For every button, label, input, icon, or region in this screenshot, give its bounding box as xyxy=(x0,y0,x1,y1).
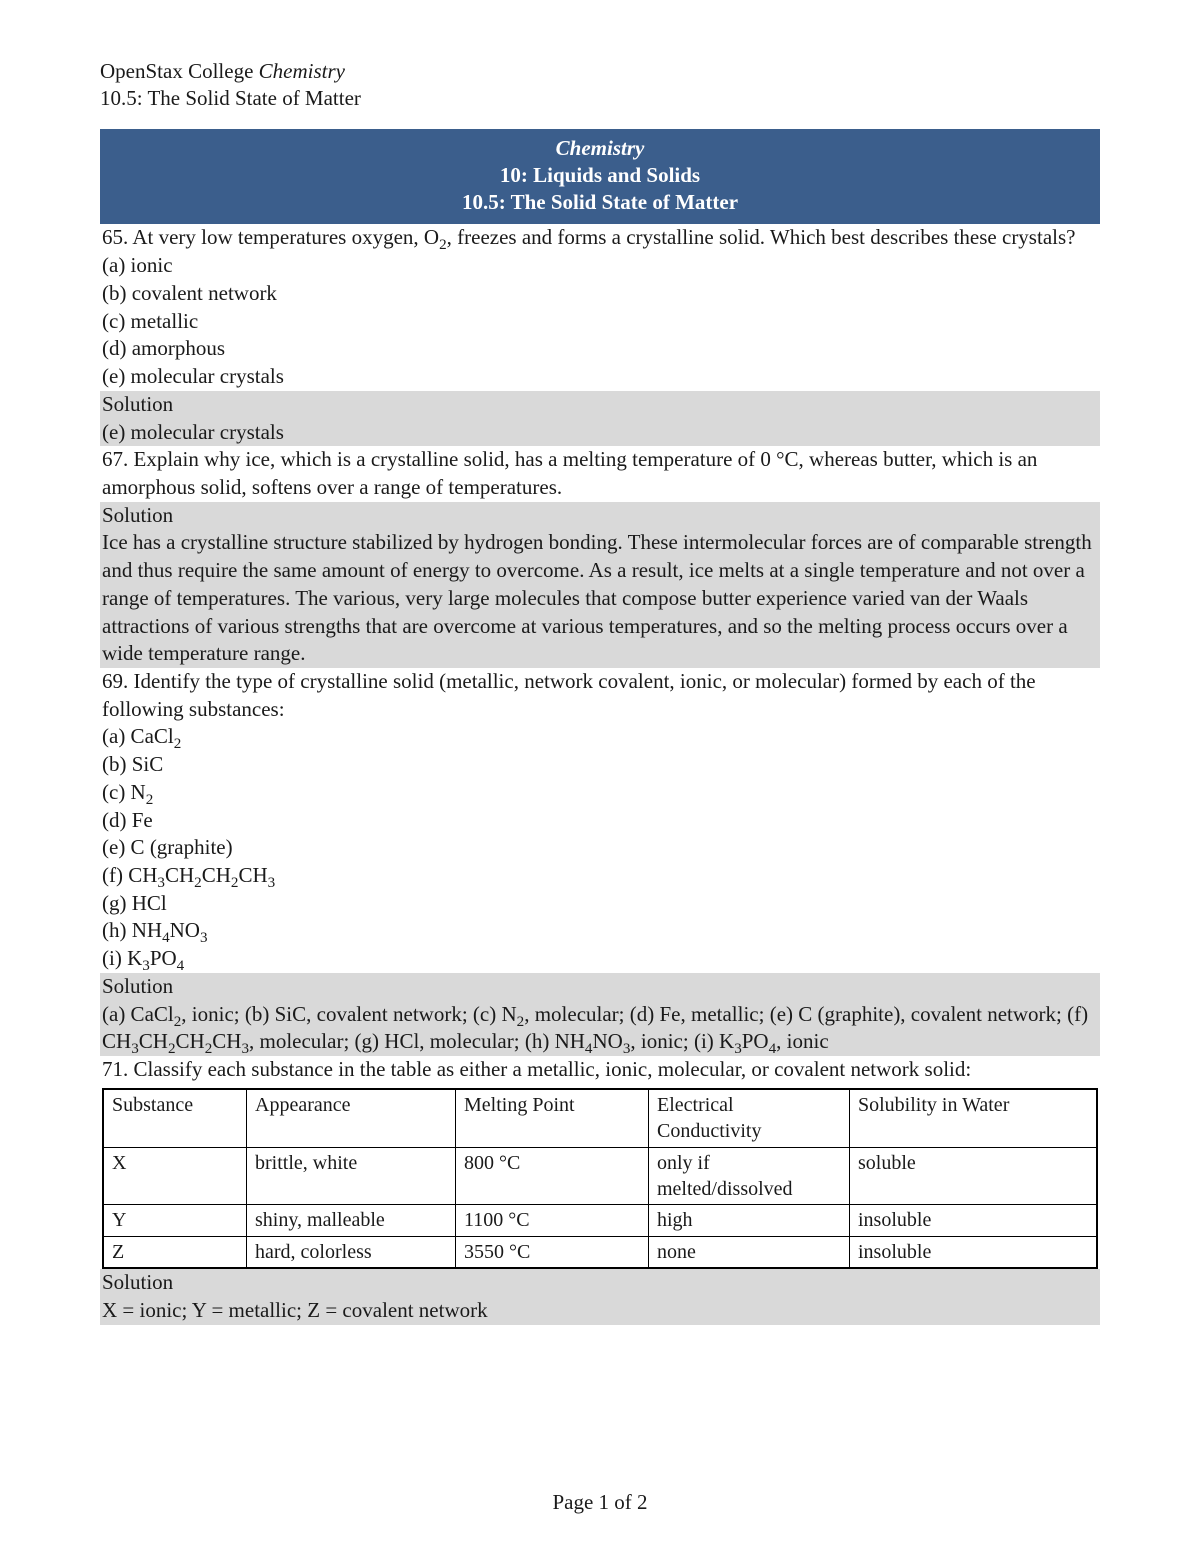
q69-i: (i) K3PO4 xyxy=(102,945,1098,973)
solution-71: Solution X = ionic; Y = metallic; Z = co… xyxy=(100,1269,1100,1324)
table-row: X brittle, white 800 °C only if melted/d… xyxy=(103,1147,1097,1205)
th-substance: Substance xyxy=(103,1089,247,1147)
q69-a: (a) CaCl2 xyxy=(102,723,1098,751)
q69-g: (g) HCl xyxy=(102,890,1098,918)
q71-table: Substance Appearance Melting Point Elect… xyxy=(102,1088,1098,1269)
document-page: OpenStax College Chemistry 10.5: The Sol… xyxy=(0,0,1200,1553)
table-row: Z hard, colorless 3550 °C none insoluble xyxy=(103,1236,1097,1268)
th-solubility: Solubility in Water xyxy=(850,1089,1098,1147)
q69-stem: 69. Identify the type of crystalline sol… xyxy=(102,668,1098,723)
q71-sol-label: Solution xyxy=(102,1269,1098,1297)
header-source: OpenStax College xyxy=(100,59,259,83)
solution-69: Solution (a) CaCl2, ionic; (b) SiC, cova… xyxy=(100,973,1100,1056)
q65-stem-b: , freezes and forms a crystalline solid.… xyxy=(447,225,1076,249)
th-melting: Melting Point xyxy=(456,1089,649,1147)
banner-title: Chemistry xyxy=(100,135,1100,162)
q65-opt-b: (b) covalent network xyxy=(102,280,1098,308)
q69-b: (b) SiC xyxy=(102,751,1098,779)
th-appearance: Appearance xyxy=(247,1089,456,1147)
solution-67: Solution Ice has a crystalline structure… xyxy=(100,502,1100,668)
q69-e: (e) C (graphite) xyxy=(102,834,1098,862)
q67-sol-label: Solution xyxy=(102,502,1098,530)
q69-f: (f) CH3CH2CH2CH3 xyxy=(102,862,1098,890)
q65-opt-d: (d) amorphous xyxy=(102,335,1098,363)
q69-d: (d) Fe xyxy=(102,807,1098,835)
question-65: 65. At very low temperatures oxygen, O2,… xyxy=(100,224,1100,390)
q67-stem: 67. Explain why ice, which is a crystall… xyxy=(102,447,1037,499)
table-header-row: Substance Appearance Melting Point Elect… xyxy=(103,1089,1097,1147)
q71-stem: 71. Classify each substance in the table… xyxy=(102,1056,1098,1084)
q69-sol: (a) CaCl2, ionic; (b) SiC, covalent netw… xyxy=(102,1001,1098,1056)
page-footer: Page 1 of 2 xyxy=(0,1490,1200,1515)
q71-sol: X = ionic; Y = metallic; Z = covalent ne… xyxy=(102,1297,1098,1325)
question-67: 67. Explain why ice, which is a crystall… xyxy=(100,446,1100,501)
document-header: OpenStax College Chemistry 10.5: The Sol… xyxy=(100,58,1100,113)
header-source-italic: Chemistry xyxy=(259,59,345,83)
q65-sol: (e) molecular crystals xyxy=(102,419,1098,447)
q65-stem-a: 65. At very low temperatures oxygen, O xyxy=(102,225,439,249)
solution-65: Solution (e) molecular crystals xyxy=(100,391,1100,446)
q65-opt-a: (a) ionic xyxy=(102,252,1098,280)
header-line-1: OpenStax College Chemistry xyxy=(100,58,1100,85)
q69-c: (c) N2 xyxy=(102,779,1098,807)
question-71: 71. Classify each substance in the table… xyxy=(100,1056,1100,1269)
question-69: 69. Identify the type of crystalline sol… xyxy=(100,668,1100,973)
q69-h: (h) NH4NO3 xyxy=(102,917,1098,945)
banner-section: 10.5: The Solid State of Matter xyxy=(100,189,1100,216)
q65-stem-sub: 2 xyxy=(439,238,447,254)
title-banner: Chemistry 10: Liquids and Solids 10.5: T… xyxy=(100,129,1100,225)
table-row: Y shiny, malleable 1100 °C high insolubl… xyxy=(103,1205,1097,1236)
q65-sol-label: Solution xyxy=(102,391,1098,419)
q65-opt-e: (e) molecular crystals xyxy=(102,363,1098,391)
banner-chapter: 10: Liquids and Solids xyxy=(100,162,1100,189)
q69-sol-label: Solution xyxy=(102,973,1098,1001)
header-section: 10.5: The Solid State of Matter xyxy=(100,85,1100,112)
q65-opt-c: (c) metallic xyxy=(102,308,1098,336)
th-conductivity: Electrical Conductivity xyxy=(649,1089,850,1147)
q67-sol: Ice has a crystalline structure stabiliz… xyxy=(102,529,1098,668)
